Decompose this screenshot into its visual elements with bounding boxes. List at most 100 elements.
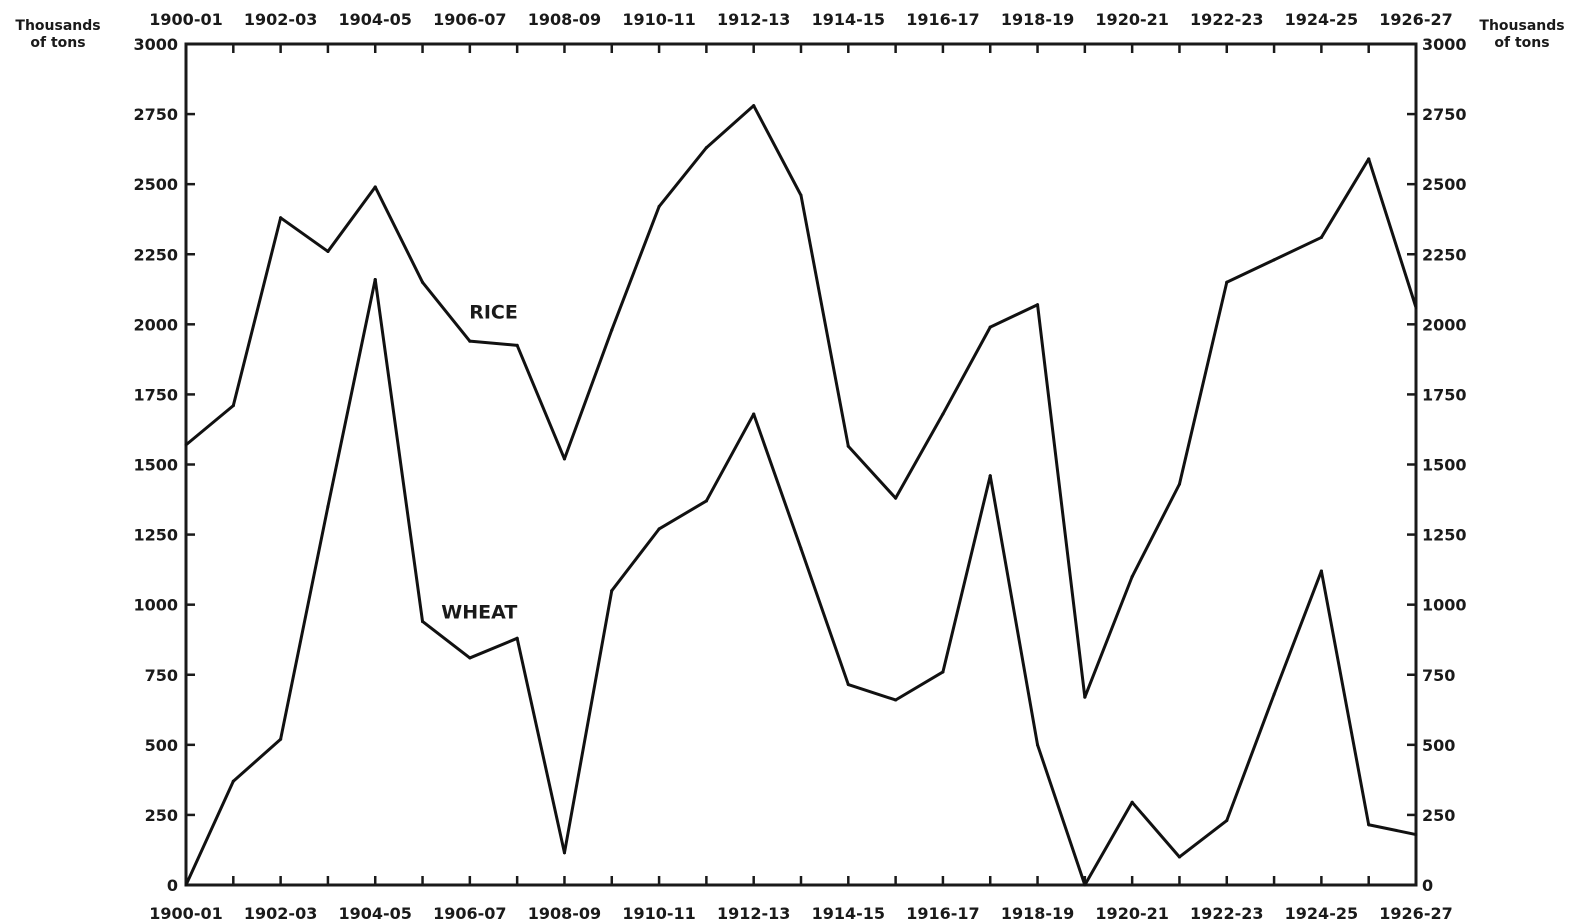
rice-point-1923-24: [1272, 258, 1276, 262]
series-rice: [184, 104, 1418, 699]
x-tick-label-top-1910-11: 1910-11: [622, 10, 695, 29]
wheat-segment-1912-13-to-1913-14: [752, 412, 803, 551]
x-axis-top: 1900-01 1902-03 1904-05 1906-07 1908-09 1910-…: [149, 10, 1453, 53]
x-tick-label-bottom-1918-19: 1918-19: [1001, 904, 1074, 923]
rice-segment-1918-19-to-1919-20: [1036, 303, 1087, 699]
x-tick-label-top-1926-27: 1926-27: [1379, 10, 1452, 29]
wheat-segment-1924-25-to-1925-26: [1319, 569, 1371, 827]
x-tick-label-bottom-1910-11: 1910-11: [622, 904, 695, 923]
x-tick-label-top-1918-19: 1918-19: [1001, 10, 1074, 29]
rice-point-1920-21: [1130, 575, 1134, 579]
series-label-wheat: WHEAT: [441, 602, 517, 624]
rice-segment-1901-02-to-1902-03: [231, 216, 283, 408]
wheat-segment-1903-04-to-1904-05: [326, 277, 377, 509]
wheat-segment-1909-10-to-1910-11: [610, 527, 661, 593]
x-tick-label-bottom-1922-23: 1922-23: [1190, 904, 1263, 923]
rice-segment-1911-12-to-1912-13: [704, 104, 756, 150]
rice-segment-1913-14-to-1914-15: [799, 193, 850, 448]
wheat-segment-1918-19-to-1919-20: [1036, 743, 1087, 887]
rice-point-1904-05: [373, 185, 377, 189]
x-tick-label-bottom-1900-01: 1900-01: [149, 904, 222, 923]
wheat-segment-1904-05-to-1905-06: [373, 277, 425, 623]
rice-point-1909-10: [610, 328, 614, 332]
y-axis-right: 0 250 500 750 1000 1250 1500 1750 2000 2250 2500 27…: [1407, 35, 1467, 895]
rice-point-1921-22: [1177, 482, 1181, 486]
rice-segment-1909-10-to-1910-11: [610, 205, 661, 332]
y-tick-label-right-2500: 2500: [1422, 175, 1467, 194]
rice-segment-1924-25-to-1925-26: [1319, 157, 1371, 239]
wheat-segment-1917-18-to-1918-19: [988, 474, 1040, 747]
rice-segment-1915-16-to-1916-17: [894, 412, 945, 500]
rice-segment-1902-03-to-1903-04: [279, 216, 330, 253]
wheat-segment-1906-07-to-1907-08: [468, 636, 519, 660]
wheat-segment-1908-09-to-1909-10: [562, 589, 614, 855]
wheat-point-1916-17: [941, 670, 945, 674]
wheat-point-1902-03: [279, 737, 283, 741]
y-tick-label-left-750: 750: [145, 666, 178, 685]
x-tick-label-bottom-1914-15: 1914-15: [812, 904, 885, 923]
y-axis-unit-right: Thousands of tons: [1470, 18, 1574, 52]
wheat-segment-1900-01-to-1901-02: [184, 779, 235, 887]
wheat-segment-1902-03-to-1903-04: [279, 505, 330, 741]
wheat-segment-1919-20-to-1920-21: [1083, 800, 1134, 887]
x-tick-label-top-1908-09: 1908-09: [528, 10, 601, 29]
x-tick-label-bottom-1908-09: 1908-09: [528, 904, 601, 923]
y-axis-unit-right-line-2: of tons: [1494, 35, 1550, 51]
wheat-segment-1922-23-to-1923-24: [1225, 692, 1276, 823]
y-tick-label-right-750: 750: [1422, 666, 1455, 685]
rice-segment-1921-22-to-1922-23: [1177, 280, 1229, 486]
x-tick-label-top-1906-07: 1906-07: [433, 10, 506, 29]
wheat-point-1918-19: [1036, 743, 1040, 747]
rice-segment-1914-15-to-1915-16: [846, 444, 898, 500]
y-tick-label-right-0: 0: [1422, 876, 1433, 895]
x-tick-label-bottom-1916-17: 1916-17: [906, 904, 979, 923]
rice-segment-1906-07-to-1907-08: [468, 339, 519, 347]
wheat-point-1901-02: [231, 779, 235, 783]
wheat-point-1900-01: [184, 883, 188, 887]
y-axis-left: 0 250 500 750 1000 1250 1500 1750 2000 2250 2500 27…: [133, 35, 195, 895]
x-tick-label-top-1904-05: 1904-05: [339, 10, 412, 29]
rice-point-1922-23: [1225, 280, 1229, 284]
x-tick-label-bottom-1926-27: 1926-27: [1379, 904, 1452, 923]
wheat-point-1920-21: [1130, 800, 1134, 804]
wheat-point-1923-24: [1272, 692, 1276, 696]
series-labels: RICE WHEAT: [441, 302, 518, 624]
rice-point-1915-16: [894, 496, 898, 500]
y-tick-label-left-1250: 1250: [133, 526, 178, 545]
series-lines: [184, 104, 1418, 887]
rice-segment-1900-01-to-1901-02: [184, 404, 235, 447]
y-tick-label-right-2000: 2000: [1422, 315, 1467, 334]
series-wheat: [184, 277, 1418, 887]
x-tick-label-top-1902-03: 1902-03: [244, 10, 317, 29]
rice-point-1903-04: [326, 249, 330, 253]
rice-segment-1922-23-to-1923-24: [1225, 258, 1276, 284]
x-tick-label-bottom-1904-05: 1904-05: [339, 904, 412, 923]
x-tick-label-top-1912-13: 1912-13: [717, 10, 790, 29]
wheat-point-1924-25: [1319, 569, 1323, 573]
rice-segment-1917-18-to-1918-19: [988, 303, 1040, 329]
y-tick-label-left-1750: 1750: [133, 385, 178, 404]
rice-point-1912-13: [752, 104, 756, 108]
y-tick-label-right-1000: 1000: [1422, 596, 1467, 615]
rice-segment-1920-21-to-1921-22: [1130, 482, 1181, 579]
rice-point-1905-06: [421, 280, 425, 284]
wheat-point-1906-07: [468, 656, 472, 660]
wheat-point-1917-18: [988, 474, 992, 478]
wheat-segment-1923-24-to-1924-25: [1272, 569, 1323, 696]
wheat-point-1905-06: [421, 619, 425, 623]
rice-point-1902-03: [279, 216, 283, 220]
wheat-segment-1920-21-to-1921-22: [1130, 800, 1181, 859]
wheat-segment-1925-26-to-1926-27: [1367, 823, 1418, 837]
wheat-segment-1916-17-to-1917-18: [941, 474, 992, 674]
wheat-point-1903-04: [326, 505, 330, 509]
wheat-point-1925-26: [1367, 823, 1371, 827]
y-tick-label-right-3000: 3000: [1422, 35, 1467, 54]
rice-segment-1919-20-to-1920-21: [1083, 575, 1134, 699]
x-tick-label-top-1920-21: 1920-21: [1095, 10, 1168, 29]
wheat-segment-1921-22-to-1922-23: [1177, 819, 1229, 859]
wheat-point-1909-10: [610, 589, 614, 593]
rice-point-1910-11: [657, 205, 661, 209]
y-tick-label-left-2250: 2250: [133, 245, 178, 264]
rice-segment-1903-04-to-1904-05: [326, 185, 377, 253]
rice-point-1913-14: [799, 193, 803, 197]
